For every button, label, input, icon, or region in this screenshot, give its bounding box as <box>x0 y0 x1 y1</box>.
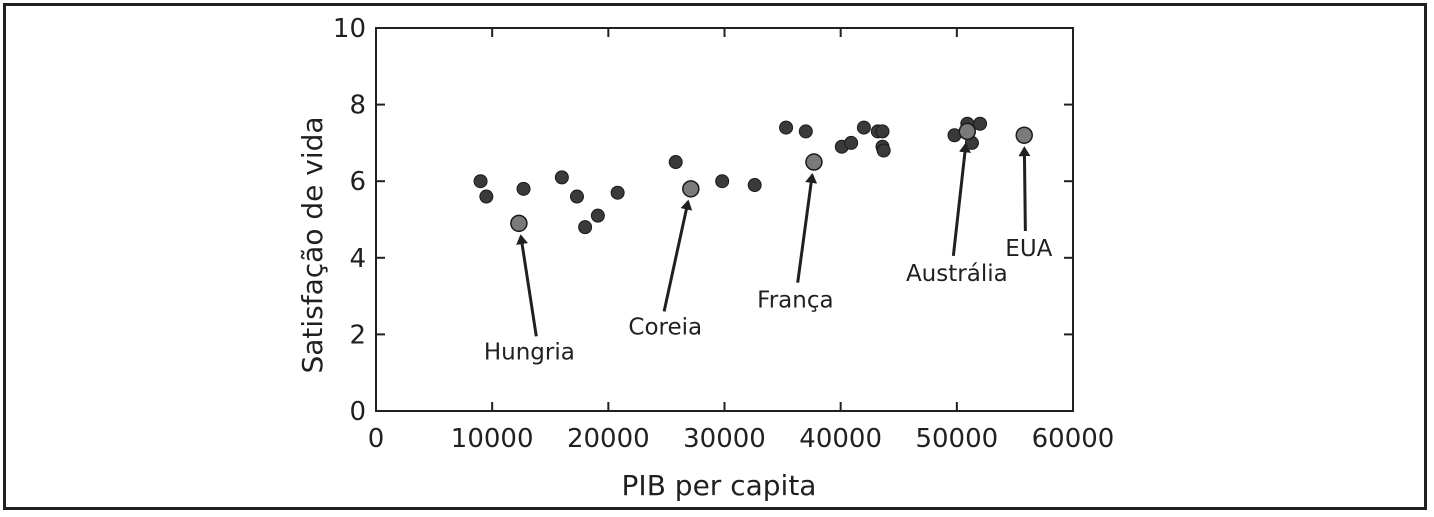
annotation-arrow <box>951 142 971 257</box>
data-point <box>479 189 494 204</box>
annotation-arrow <box>516 234 538 337</box>
plot-area: 0 10000 20000 30000 40000 50000 60000 0 2 4 6 8 10 Hu… <box>333 14 1114 454</box>
highlighted-point <box>682 180 700 198</box>
x-tick-label: 0 <box>368 424 385 454</box>
y-tick-label: 2 <box>349 320 366 350</box>
data-point <box>569 189 584 204</box>
annotation-label: França <box>757 288 833 314</box>
highlighted-point <box>510 214 528 233</box>
x-tick-label: 20000 <box>567 424 650 454</box>
y-tick-label: 10 <box>333 14 366 44</box>
data-point <box>856 120 871 135</box>
data-point <box>747 178 762 193</box>
data-point <box>516 181 531 196</box>
annotation-arrow <box>796 172 818 283</box>
x-tick-label: 50000 <box>915 424 998 454</box>
x-tick-label: 30000 <box>683 424 766 454</box>
annotation-arrow <box>662 199 693 312</box>
data-point <box>590 208 605 223</box>
x-axis-label: PIB per capita <box>622 469 817 502</box>
y-tick-label: 0 <box>349 397 366 427</box>
data-point <box>876 143 891 158</box>
data-point <box>715 174 730 189</box>
x-tick-label: 40000 <box>799 424 882 454</box>
annotation-arrow <box>1018 146 1031 232</box>
annotation-label: EUA <box>1005 236 1052 262</box>
data-point <box>798 124 813 139</box>
y-tick-label: 6 <box>349 167 366 197</box>
data-point <box>578 220 593 235</box>
figure-frame <box>3 3 1427 510</box>
annotation-label: Austrália <box>906 261 1008 287</box>
y-tick-label: 8 <box>349 91 366 121</box>
x-tick-label: 60000 <box>1032 424 1115 454</box>
data-point <box>554 170 569 185</box>
data-point <box>668 155 683 170</box>
data-point <box>973 116 988 131</box>
data-point <box>844 135 859 150</box>
x-tick-label: 10000 <box>451 424 534 454</box>
data-point <box>779 120 794 135</box>
y-tick-label: 4 <box>349 244 366 274</box>
annotation-label: Hungria <box>484 339 575 365</box>
highlighted-point <box>958 122 977 141</box>
data-point <box>473 174 488 189</box>
highlighted-point <box>805 153 823 171</box>
data-point <box>610 185 625 200</box>
annotation-label: Coreia <box>628 314 702 340</box>
plot-frame <box>375 27 1074 412</box>
data-point <box>875 124 890 139</box>
highlighted-point <box>1015 126 1033 144</box>
y-axis-label: Satisfação de vida <box>296 116 329 373</box>
